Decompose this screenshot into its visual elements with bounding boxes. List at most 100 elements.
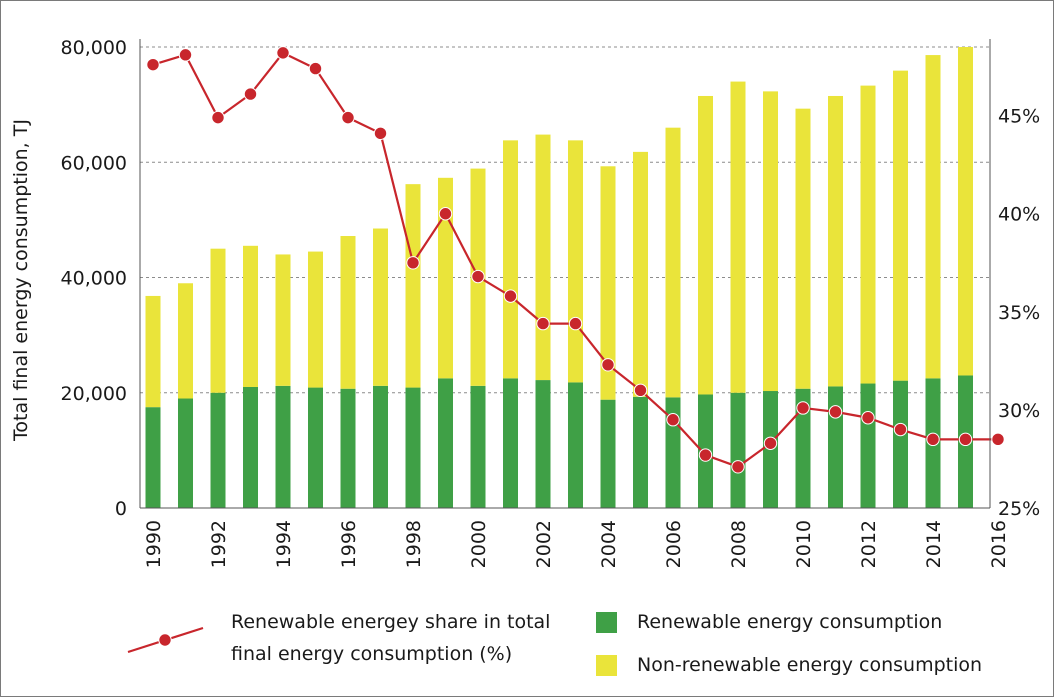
share-point-1996 [341,110,355,125]
bar-renewable-1999 [438,378,453,508]
bar-nonrenewable-2011 [828,95,843,387]
bar-renewable-2004 [600,399,616,508]
y-axis-label: Total final energy consumption, TJ [10,119,32,442]
share-point-2011 [828,405,843,419]
bar-nonrenewable-2003 [568,140,583,383]
bar-nonrenewable-2010 [795,108,811,389]
x-tick-label: 2002 [533,520,555,568]
gridlines [140,46,990,394]
bar-renewable-2010 [795,388,811,508]
bar-nonrenewable-1991 [178,283,193,399]
share-point-1994 [276,46,290,60]
x-tick-label: 2014 [923,520,945,568]
share-point-2000 [471,269,485,284]
bar-renewable-1992 [210,392,226,508]
bar-nonrenewable-1993 [243,245,258,387]
x-tick-label: 2000 [468,520,490,568]
share-point-2015 [958,432,973,447]
bar-nonrenewable-2005 [633,151,648,397]
share-point-2001 [503,289,518,303]
y-tick-label: 0 [115,498,127,520]
bar-nonrenewable-1996 [340,236,356,389]
bar-renewable-1990 [145,407,161,508]
legend-line-label-2: final energy consumption (%) [231,643,513,665]
share-point-2004 [601,358,615,372]
share-point-2012 [861,411,875,425]
bar-nonrenewable-1992 [210,248,226,393]
share-point-1999 [438,207,453,221]
bar-renewable-2000 [470,385,486,508]
bar-renewable-1996 [340,388,356,508]
share-point-1993 [243,87,258,101]
bar-nonrenewable-2012 [860,85,876,384]
share-point-2006 [666,413,680,427]
bar-nonrenewable-2004 [600,166,616,400]
share-point-2003 [568,316,583,331]
y-tick-label: 80,000 [61,37,127,59]
bar-nonrenewable-2007 [698,95,713,395]
share-point-2002 [536,316,550,331]
bar-nonrenewable-2014 [925,55,941,379]
x-tick-label: 1994 [273,520,295,568]
bar-renewable-2002 [535,380,551,508]
share-point-2013 [893,422,908,437]
legend-renewable-swatch [596,612,617,633]
bar-renewable-2003 [568,382,583,508]
bar-renewable-2008 [730,392,746,508]
y2-tick-label: 45% [998,106,1040,128]
bar-renewable-1995 [308,387,323,508]
bars [145,47,973,508]
bar-renewable-2012 [860,383,876,508]
y-tick-label: 20,000 [61,383,127,405]
legend-nonrenewable-swatch [596,655,617,676]
bar-nonrenewable-2013 [893,70,908,381]
x-tick-label: 2006 [663,520,685,568]
y2-tick-label: 40% [998,204,1040,226]
bar-nonrenewable-1995 [308,251,323,388]
share-point-2005 [633,383,648,397]
x-tick-label: 2016 [988,520,1010,568]
legend-line-swatch [127,626,204,654]
x-tick-label: 2008 [728,520,750,568]
x-tick-label: 1998 [403,520,425,568]
bar-nonrenewable-2002 [535,134,551,381]
share-line [146,46,1005,474]
legend-line-label-1: Renewable energey share in total [231,611,551,633]
bar-nonrenewable-2015 [958,47,973,376]
share-point-1997 [373,126,388,141]
x-tick-label: 1992 [208,520,230,568]
share-point-2007 [698,448,713,462]
y2-tick-label: 25% [998,498,1040,520]
bar-renewable-2011 [828,386,843,508]
bar-renewable-1998 [405,387,421,508]
bar-nonrenewable-1990 [145,295,161,408]
bar-nonrenewable-1997 [373,228,388,386]
x-tick-label: 2004 [598,520,620,568]
share-point-1992 [211,110,225,125]
bar-renewable-1991 [178,398,193,508]
y-tick-label: 40,000 [61,268,127,290]
bar-nonrenewable-2001 [503,140,518,379]
x-tick-label: 2012 [858,520,880,568]
x-tick-label: 2010 [793,520,815,568]
x-tick-label: 1996 [338,520,360,568]
x-tick-label: 1990 [143,520,165,568]
y2-tick-label: 30% [998,400,1040,422]
bar-renewable-2001 [503,378,518,508]
bar-renewable-2005 [633,396,648,508]
share-point-2009 [763,436,778,450]
legend-renewable-label: Renewable energy consumption [637,611,943,633]
bar-nonrenewable-1998 [405,184,421,388]
bar-nonrenewable-2009 [763,91,778,392]
share-point-1991 [178,48,193,62]
bar-nonrenewable-2006 [665,127,681,398]
bar-nonrenewable-1994 [275,254,291,386]
bar-nonrenewable-2008 [730,81,746,393]
share-point-2008 [731,460,745,474]
share-point-1998 [406,256,420,270]
share-point-2014 [926,432,940,447]
bar-renewable-1997 [373,385,388,508]
share-point-1995 [308,61,323,76]
